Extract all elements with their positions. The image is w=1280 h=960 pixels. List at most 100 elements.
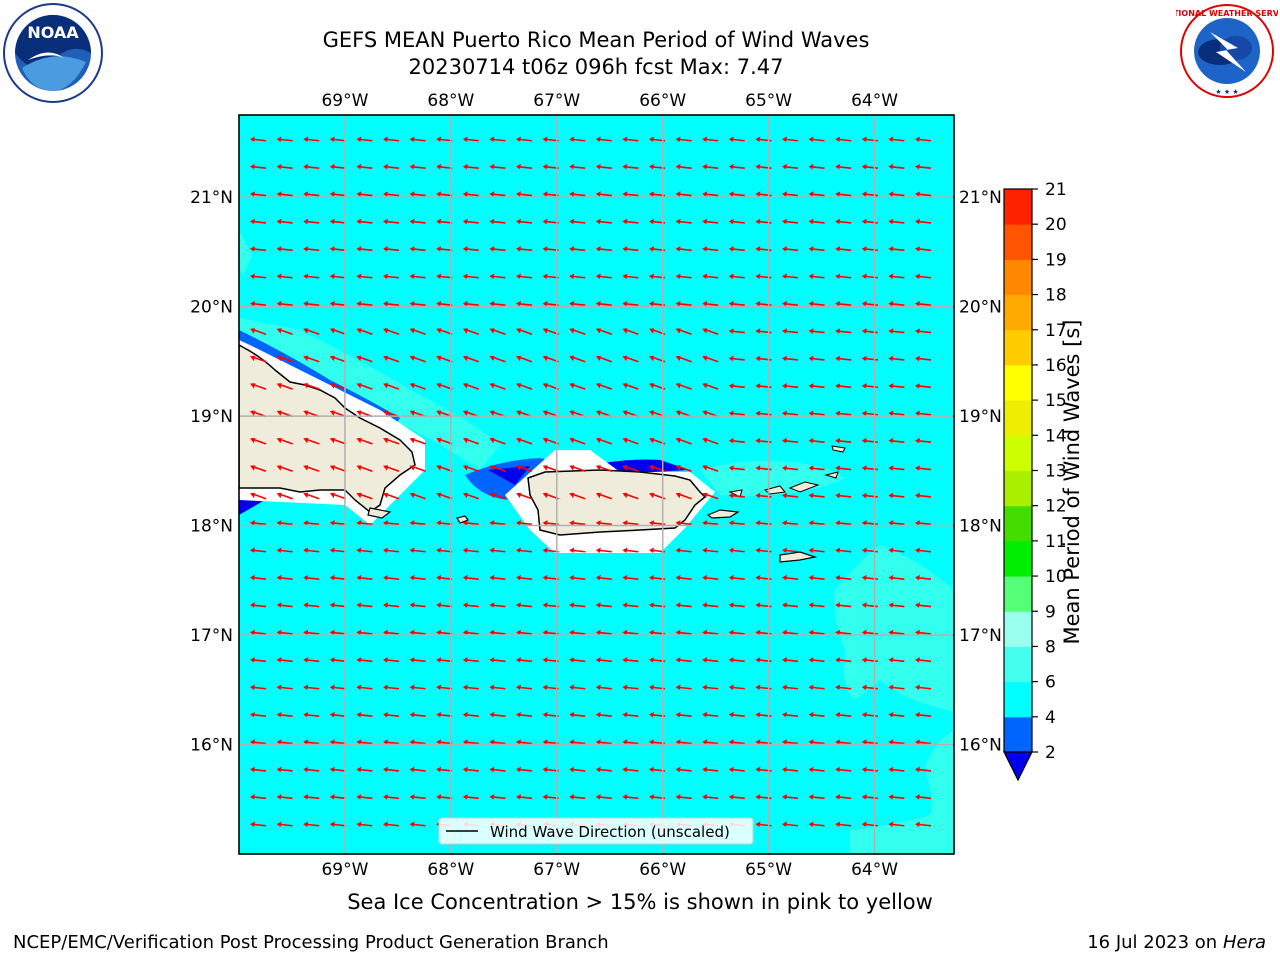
wind-wave-arrow	[888, 657, 905, 663]
colorbar-swatch	[1004, 611, 1032, 647]
wind-wave-arrow	[436, 520, 453, 526]
wind-wave-arrow	[835, 520, 852, 526]
wind-wave-arrow	[329, 136, 346, 142]
wind-wave-arrow	[808, 383, 825, 389]
wind-wave-arrow	[516, 739, 533, 745]
wind-wave-arrow	[462, 766, 479, 773]
nws-logo-text: NATIONAL WEATHER SERVICE	[1176, 9, 1278, 18]
wind-wave-arrow	[516, 355, 533, 363]
wind-wave-arrow	[250, 547, 267, 553]
wind-wave-arrow	[915, 328, 932, 334]
wind-wave-arrow	[383, 492, 400, 500]
wind-wave-arrow	[835, 218, 852, 225]
wind-wave-arrow	[835, 821, 852, 827]
wind-wave-arrow	[303, 794, 320, 800]
wind-wave-arrow	[276, 739, 293, 745]
wind-wave-arrow	[356, 684, 373, 690]
wind-wave-arrow	[595, 136, 612, 142]
wind-wave-arrow	[436, 437, 453, 445]
wind-wave-arrow	[728, 520, 745, 526]
wind-wave-arrow	[861, 218, 878, 225]
wind-wave-arrow	[436, 163, 453, 170]
wind-wave-arrow	[462, 492, 480, 500]
wind-wave-arrow	[303, 273, 320, 279]
wind-wave-arrow	[808, 355, 825, 362]
wind-wave-arrow	[835, 246, 852, 252]
wind-wave-arrow	[888, 794, 905, 800]
virgin-island	[824, 471, 839, 479]
wind-wave-arrow	[888, 383, 905, 389]
wind-wave-arrow	[888, 410, 905, 416]
wind-wave-arrow	[675, 794, 692, 800]
wind-wave-arrow	[383, 163, 400, 170]
wind-wave-arrow	[462, 574, 479, 581]
wind-wave-arrow	[303, 465, 320, 473]
wind-wave-arrow	[489, 355, 506, 363]
wind-wave-arrow	[436, 739, 453, 745]
wind-wave-arrow	[276, 657, 293, 663]
wind-wave-arrow	[276, 574, 293, 581]
wind-wave-arrow	[303, 355, 320, 363]
wind-wave-arrow	[569, 602, 586, 608]
wind-wave-arrow	[383, 383, 400, 390]
wind-wave-arrow	[462, 163, 479, 170]
wind-wave-arrow	[276, 437, 293, 445]
wind-wave-arrow	[409, 520, 426, 526]
anegada-island	[831, 445, 846, 453]
wind-wave-arrow	[861, 328, 878, 334]
colorbar-swatch	[1004, 294, 1032, 331]
wind-wave-arrow	[329, 383, 347, 390]
wind-wave-arrow	[808, 739, 825, 745]
wind-wave-arrow	[675, 657, 692, 663]
wind-wave-arrow	[569, 547, 586, 553]
wind-wave-arrow	[303, 328, 320, 336]
colorbar-tick-label: 11	[1045, 532, 1067, 552]
wind-wave-arrow	[622, 465, 639, 473]
wind-wave-arrow	[276, 328, 293, 336]
wind-wave-arrow	[835, 794, 852, 800]
wind-wave-arrow	[356, 328, 373, 336]
wind-wave-arrow	[915, 574, 932, 581]
wind-wave-arrow	[702, 383, 719, 390]
wind-wave-arrow	[436, 574, 453, 581]
wind-wave-arrow	[595, 328, 613, 336]
wind-wave-arrow	[675, 355, 692, 363]
lat-tick-label-left: 16°N	[190, 736, 233, 756]
wind-wave-arrow	[782, 766, 799, 773]
wind-wave-arrow	[436, 300, 453, 307]
wind-wave-arrow	[356, 657, 373, 663]
culebra-island	[728, 489, 743, 498]
wind-wave-arrow	[356, 629, 373, 636]
wind-wave-arrow	[915, 602, 932, 608]
wind-wave-arrow	[808, 492, 825, 499]
wind-wave-arrow	[516, 437, 533, 445]
wind-wave-arrow	[835, 739, 852, 745]
wind-wave-arrow	[383, 246, 400, 252]
lon-tick-label-top: 64°W	[851, 91, 898, 111]
wind-wave-arrow	[516, 465, 533, 473]
wind-wave-arrow	[675, 383, 692, 390]
wind-wave-arrow	[595, 629, 612, 636]
wind-wave-arrow	[436, 218, 453, 225]
wind-wave-arrow	[383, 191, 400, 197]
wind-wave-arrow	[622, 273, 639, 279]
wind-wave-arrow	[250, 246, 267, 252]
wind-wave-arrow	[808, 410, 825, 416]
wind-wave-arrow	[861, 794, 878, 800]
wind-wave-arrow	[675, 492, 692, 500]
wind-wave-arrow	[276, 273, 293, 279]
wind-wave-arrow	[516, 629, 533, 636]
vieques-island	[706, 509, 740, 519]
wind-wave-arrow	[329, 711, 346, 718]
colorbar-swatch	[1004, 646, 1032, 683]
wind-wave-arrow	[861, 246, 878, 252]
wind-wave-arrow	[409, 218, 426, 225]
wind-wave-arrow	[675, 273, 692, 279]
wind-wave-arrow	[861, 492, 878, 499]
wind-wave-arrow	[489, 218, 506, 225]
wind-wave-arrow	[835, 273, 852, 279]
wind-wave-arrow	[622, 794, 639, 800]
wind-wave-arrow	[808, 766, 825, 773]
colorbar-swatch	[1004, 716, 1032, 753]
colorbar-tick-label: 14	[1045, 426, 1067, 446]
